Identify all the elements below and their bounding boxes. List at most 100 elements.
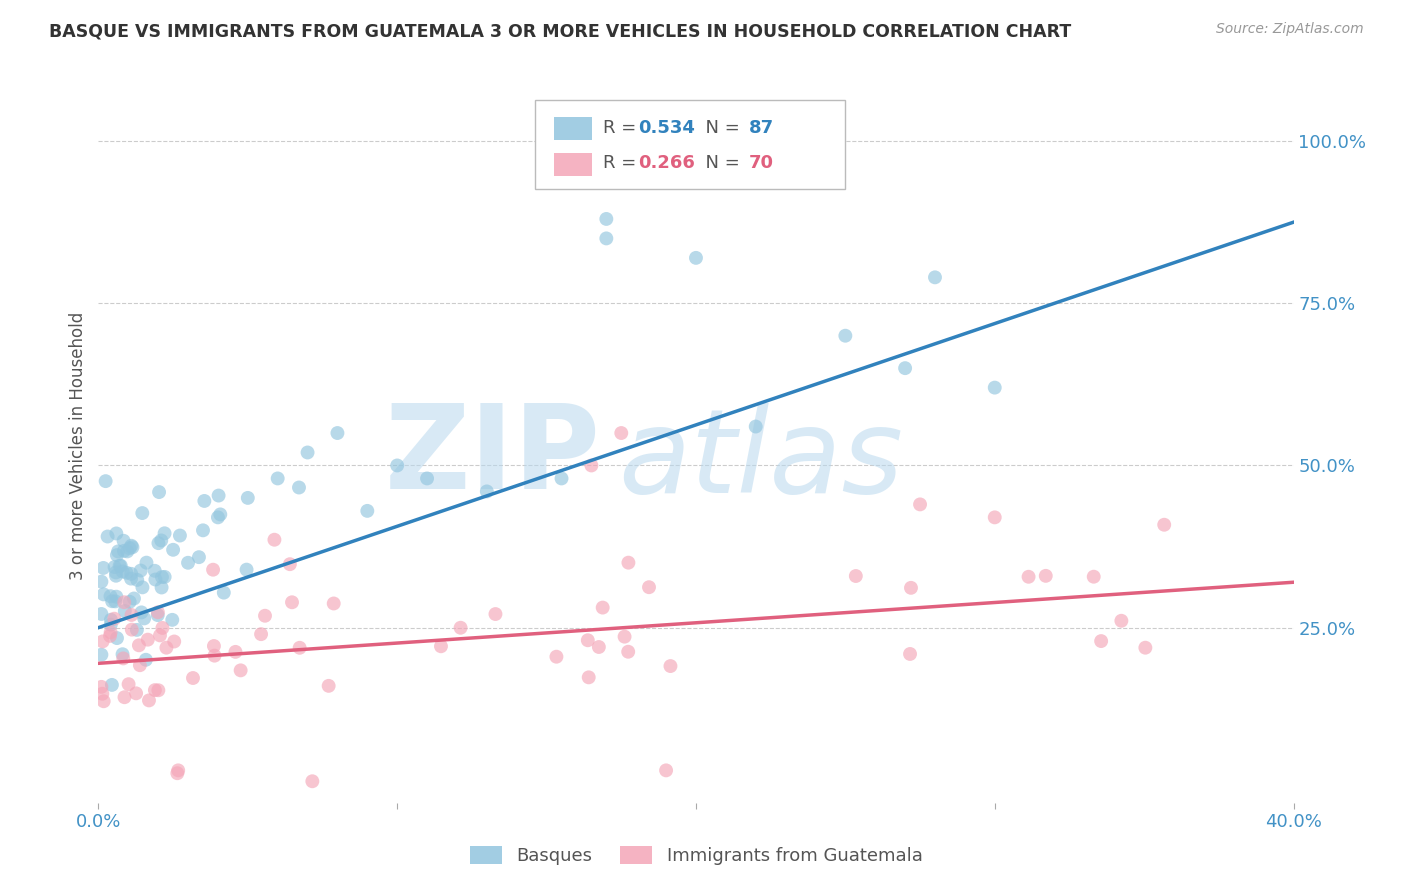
Point	[550, 167, 572, 181]
Point	[150, 581, 173, 595]
Text: N =: N =	[693, 154, 745, 172]
Point	[263, 533, 285, 547]
Point	[1083, 570, 1105, 584]
Point	[91, 634, 114, 648]
Point	[131, 606, 153, 620]
FancyBboxPatch shape	[554, 117, 592, 140]
Point	[135, 556, 157, 570]
Point	[187, 550, 209, 565]
Point	[91, 561, 114, 575]
Point	[112, 533, 135, 548]
Point	[146, 605, 169, 619]
Point	[278, 557, 301, 571]
Point	[149, 628, 172, 642]
Point	[122, 591, 145, 606]
Point	[924, 270, 946, 285]
Text: N =: N =	[693, 119, 745, 136]
Point	[98, 629, 121, 643]
Point	[450, 621, 472, 635]
Point	[166, 766, 188, 780]
Point	[1018, 570, 1040, 584]
Y-axis label: 3 or more Vehicles in Household: 3 or more Vehicles in Household	[69, 312, 87, 580]
Point	[148, 683, 170, 698]
Point	[146, 608, 169, 623]
Point	[550, 471, 572, 485]
Point	[153, 526, 176, 541]
Point	[318, 679, 340, 693]
Point	[209, 508, 232, 522]
Point	[120, 539, 142, 553]
Point	[685, 251, 707, 265]
Point	[475, 484, 498, 499]
Text: ZIP: ZIP	[384, 400, 600, 514]
Point	[129, 564, 152, 578]
Point	[578, 670, 600, 684]
Point	[93, 587, 115, 601]
Point	[107, 544, 129, 558]
Point	[93, 694, 115, 708]
Point	[115, 566, 138, 580]
Point	[1035, 569, 1057, 583]
Point	[250, 627, 273, 641]
Point	[894, 361, 917, 376]
Point	[120, 566, 142, 581]
Text: R =: R =	[603, 119, 641, 136]
Text: Source: ZipAtlas.com: Source: ZipAtlas.com	[1216, 22, 1364, 37]
Point	[546, 649, 568, 664]
Point	[638, 580, 661, 594]
Point	[834, 328, 856, 343]
Point	[581, 458, 603, 473]
Point	[90, 574, 112, 589]
Point	[153, 570, 176, 584]
Point	[181, 671, 204, 685]
Point	[150, 570, 173, 584]
Point	[595, 211, 617, 226]
Point	[162, 613, 184, 627]
Point	[120, 572, 142, 586]
Point	[148, 536, 170, 550]
Point	[900, 581, 922, 595]
Point	[253, 608, 276, 623]
Point	[135, 653, 157, 667]
Point	[105, 631, 128, 645]
Point	[617, 645, 640, 659]
Point	[104, 594, 127, 608]
Point	[138, 693, 160, 707]
Point	[125, 623, 148, 637]
Point	[129, 658, 152, 673]
Point	[111, 647, 134, 661]
Point	[114, 690, 136, 705]
Point	[101, 594, 124, 608]
Text: 70: 70	[748, 154, 773, 172]
Point	[104, 566, 127, 580]
Point	[131, 506, 153, 520]
Point	[118, 595, 141, 609]
Point	[592, 600, 614, 615]
Point	[236, 491, 259, 505]
Point	[152, 621, 174, 635]
Point	[134, 611, 156, 625]
Point	[114, 604, 136, 618]
Point	[588, 640, 610, 654]
Point	[613, 630, 636, 644]
Point	[148, 485, 170, 500]
Point	[101, 678, 124, 692]
Point	[105, 548, 128, 562]
Point	[229, 664, 252, 678]
Point	[100, 589, 122, 603]
Point	[235, 563, 257, 577]
Point	[127, 573, 149, 587]
Point	[136, 632, 159, 647]
Point	[169, 528, 191, 542]
Point	[103, 560, 125, 574]
Point	[908, 497, 931, 511]
FancyBboxPatch shape	[554, 153, 592, 176]
Point	[163, 634, 186, 648]
Point	[143, 683, 166, 698]
Point	[1090, 634, 1112, 648]
Point	[385, 458, 409, 473]
Point	[155, 640, 177, 655]
Point	[224, 645, 246, 659]
Point	[281, 595, 304, 609]
Point	[111, 565, 134, 579]
